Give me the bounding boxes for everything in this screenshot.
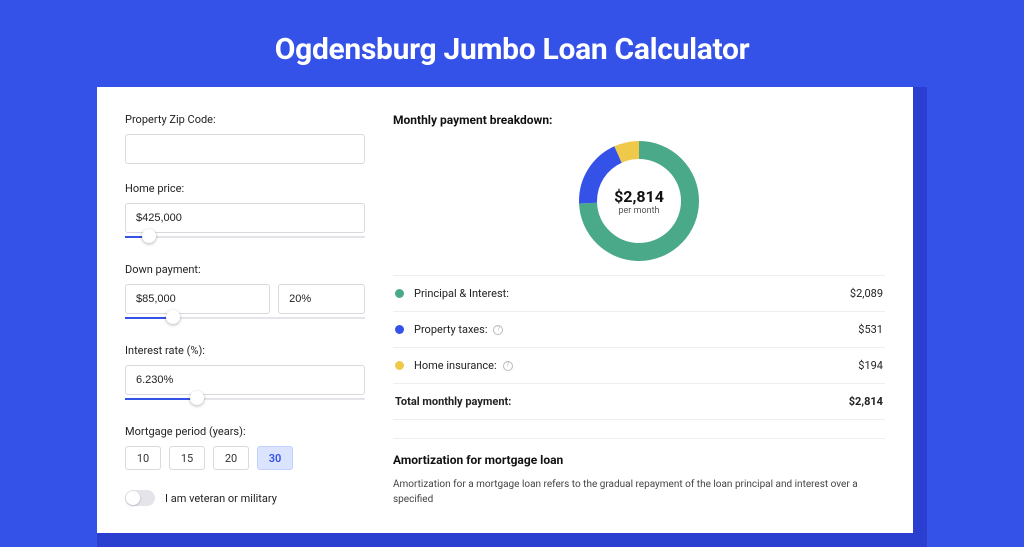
down-payment-slider[interactable]	[125, 312, 365, 326]
mortgage-period-label: Mortgage period (years):	[125, 425, 365, 438]
legend-dot-icon	[395, 361, 404, 370]
calculator-card-shadow: Property Zip Code: Home price: Down paym…	[97, 87, 927, 547]
home-price-label: Home price:	[125, 182, 365, 195]
mortgage-period-options: 10 15 20 30	[125, 446, 365, 470]
legend-total-value: $2,814	[849, 395, 883, 408]
legend-label: Property taxes:?	[414, 323, 858, 336]
down-payment-pct-input[interactable]	[278, 284, 365, 314]
donut-chart: $2,814 per month	[579, 141, 699, 261]
veteran-row: I am veteran or military	[125, 490, 365, 506]
legend: Principal & Interest:$2,089Property taxe…	[393, 275, 885, 420]
donut-amount: $2,814	[614, 187, 664, 206]
info-icon[interactable]: ?	[493, 325, 503, 335]
legend-value: $194	[858, 359, 883, 372]
info-icon[interactable]: ?	[503, 361, 513, 371]
mortgage-period-group: Mortgage period (years): 10 15 20 30	[125, 425, 365, 470]
zip-label: Property Zip Code:	[125, 113, 365, 126]
home-price-group: Home price:	[125, 182, 365, 245]
legend-label: Home insurance:?	[414, 359, 858, 372]
donut-sub: per month	[618, 206, 659, 216]
zip-group: Property Zip Code:	[125, 113, 365, 164]
legend-row: Principal & Interest:$2,089	[393, 276, 885, 312]
breakdown-title: Monthly payment breakdown:	[393, 113, 885, 127]
veteran-toggle[interactable]	[125, 490, 155, 506]
mortgage-period-option[interactable]: 15	[169, 446, 205, 470]
mortgage-period-option[interactable]: 20	[213, 446, 249, 470]
down-payment-label: Down payment:	[125, 263, 365, 276]
calculator-card: Property Zip Code: Home price: Down paym…	[97, 87, 913, 533]
veteran-label: I am veteran or military	[165, 492, 277, 505]
donut-chart-wrap: $2,814 per month	[393, 137, 885, 275]
amortization-title: Amortization for mortgage loan	[393, 453, 885, 467]
amortization-text: Amortization for a mortgage loan refers …	[393, 477, 885, 507]
legend-label: Principal & Interest:	[414, 287, 850, 300]
legend-total-label: Total monthly payment:	[395, 395, 849, 408]
interest-group: Interest rate (%):	[125, 344, 365, 407]
interest-input[interactable]	[125, 365, 365, 395]
legend-row: Property taxes:?$531	[393, 312, 885, 348]
zip-input[interactable]	[125, 134, 365, 164]
form-column: Property Zip Code: Home price: Down paym…	[125, 113, 365, 507]
home-price-input[interactable]	[125, 203, 365, 233]
legend-dot-icon	[395, 289, 404, 298]
amortization-section: Amortization for mortgage loan Amortizat…	[393, 438, 885, 507]
mortgage-period-option[interactable]: 30	[257, 446, 293, 470]
legend-value: $2,089	[850, 287, 883, 300]
mortgage-period-option[interactable]: 10	[125, 446, 161, 470]
interest-slider[interactable]	[125, 393, 365, 407]
down-payment-group: Down payment:	[125, 263, 365, 326]
legend-total-row: Total monthly payment:$2,814	[393, 384, 885, 420]
legend-dot-icon	[395, 325, 404, 334]
down-payment-input[interactable]	[125, 284, 270, 314]
legend-value: $531	[858, 323, 883, 336]
home-price-slider[interactable]	[125, 231, 365, 245]
page-title: Ogdensburg Jumbo Loan Calculator	[0, 0, 1024, 87]
donut-center: $2,814 per month	[579, 141, 699, 261]
interest-label: Interest rate (%):	[125, 344, 365, 357]
legend-row: Home insurance:?$194	[393, 348, 885, 384]
breakdown-column: Monthly payment breakdown: $2,814 per mo…	[393, 113, 885, 507]
